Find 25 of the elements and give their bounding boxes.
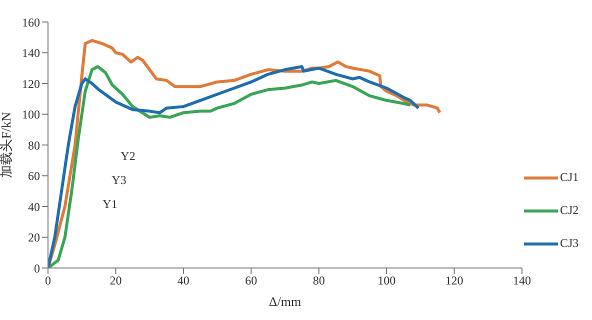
annotation: Y1 bbox=[102, 197, 118, 211]
y-axis-title: 加载头F/kN bbox=[0, 112, 14, 178]
x-tick-label: 40 bbox=[177, 274, 190, 288]
x-tick-label: 60 bbox=[245, 274, 258, 288]
y-tick-label: 0 bbox=[34, 261, 40, 276]
y-tick-label: 140 bbox=[22, 46, 40, 60]
legend-label: CJ3 bbox=[560, 236, 579, 251]
x-tick-label: 120 bbox=[445, 274, 464, 288]
y-tick-label: 80 bbox=[28, 138, 40, 152]
annotation: Y3 bbox=[112, 173, 126, 187]
y-tick-label: 120 bbox=[22, 76, 40, 91]
y-tick-label: 60 bbox=[28, 169, 40, 184]
y-tick-label: 160 bbox=[22, 15, 40, 30]
x-tick-label: 0 bbox=[45, 274, 51, 288]
annotation: Y2 bbox=[120, 149, 136, 163]
x-tick-label: 140 bbox=[513, 274, 531, 288]
x-axis-title: Δ/mm bbox=[268, 294, 302, 309]
x-tick-label: 20 bbox=[110, 274, 122, 288]
x-tick-label: 100 bbox=[378, 274, 396, 288]
y-tick-label: 40 bbox=[28, 200, 40, 214]
x-tick-label: 80 bbox=[312, 274, 325, 288]
legend-label: CJ2 bbox=[560, 203, 579, 218]
y-tick-label: 100 bbox=[22, 108, 40, 122]
y-tick-label: 20 bbox=[28, 230, 40, 245]
legend-label: CJ1 bbox=[560, 170, 579, 185]
